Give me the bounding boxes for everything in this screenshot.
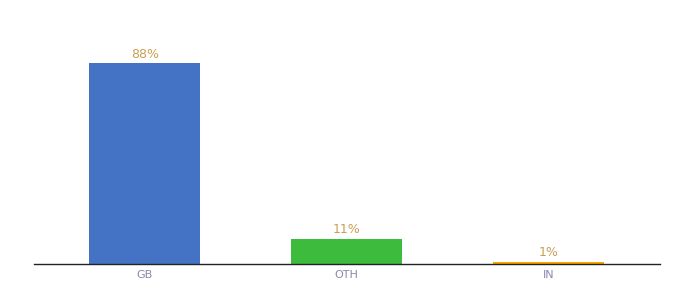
Bar bbox=[90, 63, 201, 264]
Bar bbox=[493, 262, 604, 264]
Text: 88%: 88% bbox=[131, 48, 159, 61]
Bar bbox=[291, 239, 403, 264]
Text: 1%: 1% bbox=[539, 246, 558, 259]
Text: 11%: 11% bbox=[333, 223, 360, 236]
